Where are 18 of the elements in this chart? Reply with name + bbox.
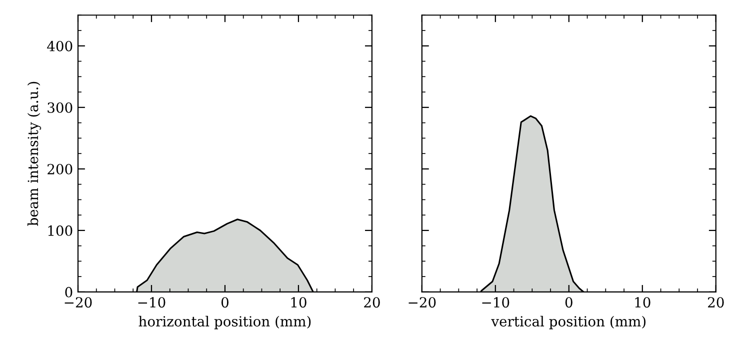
x-tick-label: 10 [635, 297, 650, 308]
y-tick-label: 0 [65, 286, 72, 298]
y-tick-label: 200 [48, 164, 72, 174]
y-tick-label: 300 [48, 102, 72, 113]
x-tick-label: 10 [291, 297, 306, 308]
x-tick-label: −20 [64, 297, 92, 308]
x-tick-label: 20 [708, 297, 724, 308]
x-tick-label: −10 [138, 297, 166, 308]
y-tick-label: 400 [47, 40, 72, 52]
y-tick-label: 100 [48, 225, 72, 236]
x-tick-label: 0 [565, 297, 572, 308]
x-tick-label: 0 [221, 297, 228, 308]
x-axis-title: horizontal position (mm) [138, 316, 311, 330]
y-axis-title: beam intensity (a.u.) [27, 82, 42, 226]
x-tick-label: −10 [482, 297, 510, 308]
x-tick-label: 20 [364, 297, 380, 308]
x-tick-label: −20 [408, 297, 436, 308]
x-axis-title: vertical position (mm) [491, 316, 646, 330]
